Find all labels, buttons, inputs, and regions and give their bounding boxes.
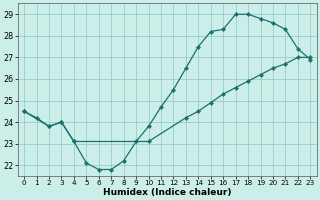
X-axis label: Humidex (Indice chaleur): Humidex (Indice chaleur) xyxy=(103,188,231,197)
